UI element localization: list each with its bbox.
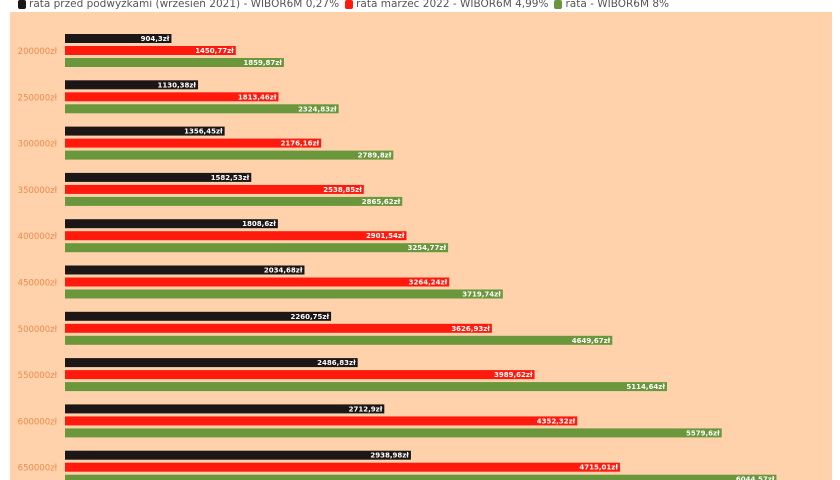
category-label: 250000zł [18, 93, 58, 103]
bar-value-label: 2260,75zł [291, 313, 330, 321]
bar-value-label: 3989,62zł [494, 371, 533, 379]
bar-value-label: 4715,01zł [579, 464, 618, 472]
category-label: 450000zł [18, 279, 58, 289]
bar-value-label: 5579,6zł [686, 429, 720, 437]
bar[interactable] [65, 150, 394, 160]
category-label: 300000zł [18, 140, 58, 150]
bar[interactable] [65, 289, 503, 299]
bar[interactable] [65, 358, 358, 368]
bar[interactable] [65, 265, 305, 275]
bar[interactable] [65, 126, 225, 136]
bar-value-label: 1356,45zł [184, 128, 223, 136]
legend-item-series-3[interactable]: rata - WIBOR6M 8% [554, 0, 669, 10]
legend-swatch-series-2 [345, 0, 354, 9]
bar-value-label: 2789,8zł [358, 152, 392, 160]
bar[interactable] [65, 450, 411, 460]
bar[interactable] [65, 335, 613, 345]
legend-label-series-3: rata - WIBOR6M 8% [565, 0, 670, 10]
bar-value-label: 2034,68zł [264, 267, 303, 275]
bar[interactable] [65, 370, 535, 380]
bar-value-label: 2901,54zł [366, 232, 405, 240]
legend-label-series-2: rata marzec 2022 - WIBOR6M 4,99% [356, 0, 549, 10]
bar[interactable] [65, 231, 407, 241]
bar[interactable] [65, 382, 667, 392]
bar-value-label: 1859,87zł [243, 59, 282, 67]
bar-value-label: 2865,62zł [362, 198, 401, 206]
legend-item-series-2[interactable]: rata marzec 2022 - WIBOR6M 4,99% [345, 0, 548, 10]
bar-value-label: 1813,46zł [238, 93, 277, 101]
bar-value-label: 2176,16zł [281, 140, 320, 148]
bar-value-label: 1130,38zł [157, 81, 196, 89]
bar-value-label: 1582,53zł [211, 174, 250, 182]
bar[interactable] [65, 104, 339, 114]
legend: rata przed podwyżkami (wrzesień 2021) - … [18, 0, 671, 11]
bar[interactable] [65, 172, 252, 182]
bar-value-label: 3626,93zł [451, 325, 490, 333]
legend-swatch-series-1 [18, 0, 26, 9]
bar-value-label: 6044,57zł [736, 476, 775, 480]
bar[interactable] [65, 80, 199, 90]
bar-value-label: 5114,64zł [626, 383, 665, 391]
bar-value-label: 3719,74zł [462, 291, 501, 299]
legend-label-series-1: rata przed podwyżkami (wrzesień 2021) - … [29, 0, 340, 10]
bar[interactable] [65, 311, 332, 321]
bar-value-label: 2538,85zł [323, 186, 362, 194]
bar[interactable] [65, 428, 722, 438]
category-label: 600000zł [18, 417, 58, 427]
bar-value-label: 1450,77zł [195, 47, 234, 55]
bar-value-label: 3264,24zł [409, 279, 448, 287]
legend-swatch-series-3 [554, 0, 563, 9]
bar-value-label: 2712,9zł [349, 405, 383, 413]
bar[interactable] [65, 58, 284, 67]
category-label: 350000zł [18, 186, 58, 196]
bar[interactable] [65, 196, 403, 206]
bar-value-label: 1808,6zł [242, 220, 276, 228]
bar-value-label: 4352,32zł [537, 417, 576, 425]
bar-value-label: 2324,83zł [298, 105, 337, 113]
bar[interactable] [65, 462, 620, 472]
bar[interactable] [65, 243, 449, 253]
legend-item-series-1[interactable]: rata przed podwyżkami (wrzesień 2021) - … [18, 0, 339, 10]
bar-value-label: 2938,98zł [370, 452, 409, 460]
bar[interactable] [65, 92, 279, 102]
category-label: 500000zł [18, 325, 58, 335]
bar[interactable] [65, 46, 236, 55]
bar[interactable] [65, 219, 278, 229]
bar-value-label: 2486,83zł [317, 359, 356, 367]
bar[interactable] [65, 277, 450, 287]
bar-value-label: 904,3zł [141, 35, 170, 43]
bar-value-label: 4649,67zł [572, 337, 611, 345]
bar[interactable] [65, 474, 777, 480]
bar[interactable] [65, 416, 578, 426]
category-label: 200000zł [18, 47, 58, 57]
category-label: 650000zł [18, 464, 58, 474]
bar[interactable] [65, 34, 172, 43]
bar[interactable] [65, 323, 492, 333]
bar[interactable] [65, 404, 385, 414]
bar[interactable] [65, 184, 364, 194]
category-label: 400000zł [18, 232, 58, 242]
category-label: 550000zł [18, 371, 58, 381]
bar-value-label: 3254,77zł [408, 244, 447, 252]
bar[interactable] [65, 138, 322, 148]
